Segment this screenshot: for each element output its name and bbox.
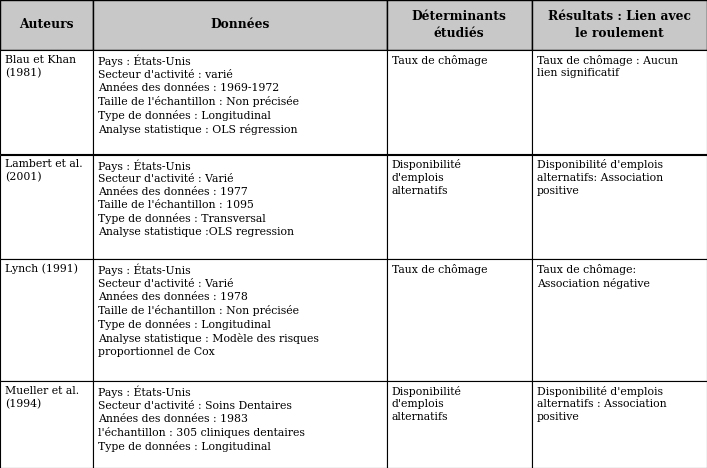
Text: Taux de chômage : Aucun
lien significatif: Taux de chômage : Aucun lien significati… <box>537 55 677 79</box>
Text: Auteurs: Auteurs <box>19 19 74 31</box>
Bar <box>532 259 707 381</box>
Bar <box>0 259 93 381</box>
Bar <box>387 154 532 259</box>
Bar <box>93 259 387 381</box>
Text: Résultats : Lien avec
le roulement: Résultats : Lien avec le roulement <box>548 10 691 40</box>
Text: Taux de chômage: Taux de chômage <box>392 55 487 66</box>
Bar <box>532 381 707 468</box>
Text: Disponibilité
d'emplois
alternatifs: Disponibilité d'emplois alternatifs <box>392 159 462 196</box>
Bar <box>387 0 532 50</box>
Bar <box>0 50 93 154</box>
Bar <box>387 381 532 468</box>
Text: Déterminants
étudiés: Déterminants étudiés <box>411 10 507 40</box>
Bar <box>0 154 93 259</box>
Text: Disponibilité
d'emplois
alternatifs: Disponibilité d'emplois alternatifs <box>392 386 462 422</box>
Text: Disponibilité d'emplois
alternatifs: Association
positive: Disponibilité d'emplois alternatifs: Ass… <box>537 159 662 196</box>
Bar <box>532 154 707 259</box>
Text: Lynch (1991): Lynch (1991) <box>5 263 78 274</box>
Text: Pays : États-Unis
Secteur d'activité : Varié
Années des données : 1977
Taille de: Pays : États-Unis Secteur d'activité : V… <box>98 159 294 237</box>
Bar <box>0 0 93 50</box>
Bar <box>387 50 532 154</box>
Text: Taux de chômage: Taux de chômage <box>392 263 487 275</box>
Text: Taux de chômage:
Association négative: Taux de chômage: Association négative <box>537 263 650 289</box>
Text: Données: Données <box>211 19 269 31</box>
Bar <box>93 154 387 259</box>
Bar <box>93 50 387 154</box>
Text: Pays : États-Unis
Secteur d'activité : Varié
Années des données : 1978
Taille de: Pays : États-Unis Secteur d'activité : V… <box>98 263 319 357</box>
Text: Disponibilité d'emplois
alternatifs : Association
positive: Disponibilité d'emplois alternatifs : As… <box>537 386 666 422</box>
Bar <box>93 381 387 468</box>
Text: Pays : États-Unis
Secteur d'activité : varié
Années des données : 1969-1972
Tail: Pays : États-Unis Secteur d'activité : v… <box>98 55 299 135</box>
Bar <box>532 50 707 154</box>
Bar <box>0 381 93 468</box>
Text: Blau et Khan
(1981): Blau et Khan (1981) <box>5 55 76 78</box>
Text: Lambert et al.
(2001): Lambert et al. (2001) <box>5 159 83 183</box>
Bar <box>93 0 387 50</box>
Bar <box>387 259 532 381</box>
Bar <box>532 0 707 50</box>
Text: Pays : États-Unis
Secteur d'activité : Soins Dentaires
Années des données : 1983: Pays : États-Unis Secteur d'activité : S… <box>98 386 305 452</box>
Text: Mueller et al.
(1994): Mueller et al. (1994) <box>5 386 79 409</box>
